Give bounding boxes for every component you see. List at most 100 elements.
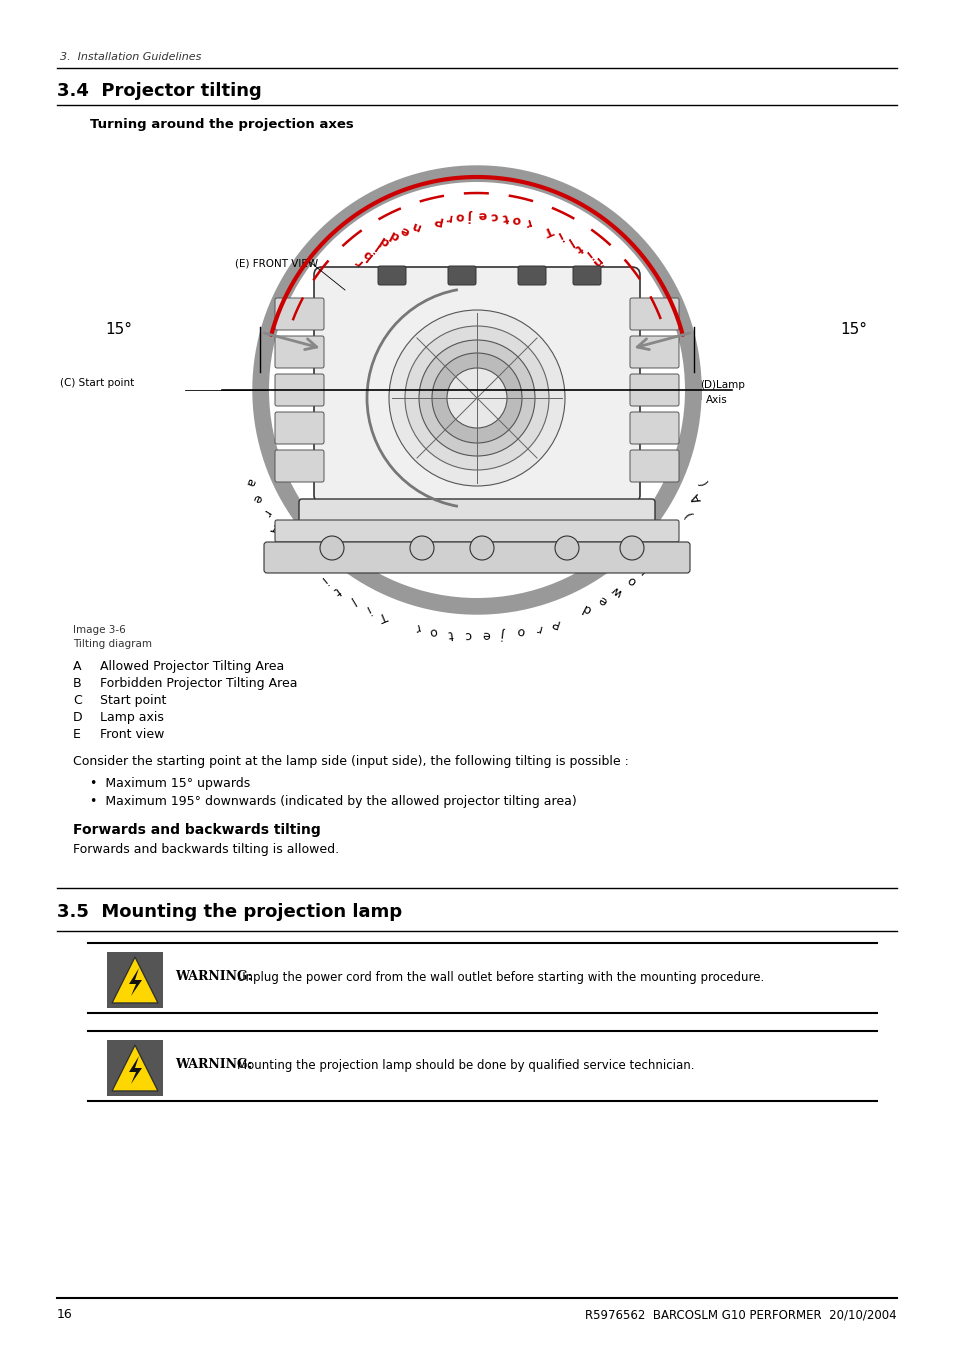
Text: d: d (580, 601, 594, 616)
Text: •  Maximum 15° upwards: • Maximum 15° upwards (90, 777, 250, 790)
Polygon shape (129, 969, 142, 996)
Text: e: e (596, 593, 609, 608)
Circle shape (269, 182, 684, 598)
Text: 3.  Installation Guidelines: 3. Installation Guidelines (60, 51, 201, 62)
Text: e: e (477, 208, 487, 222)
FancyBboxPatch shape (274, 299, 324, 330)
Text: a: a (242, 476, 257, 488)
Text: Tilting diagram: Tilting diagram (73, 639, 152, 648)
Text: 3.4  Projector tilting: 3.4 Projector tilting (57, 82, 261, 100)
Text: A: A (660, 535, 676, 550)
Text: R5976562  BARCOSLM G10 PERFORMER  20/10/2004: R5976562 BARCOSLM G10 PERFORMER 20/10/20… (585, 1308, 896, 1321)
Text: t: t (447, 627, 454, 640)
Text: l: l (639, 562, 650, 574)
Text: (C) Start point: (C) Start point (60, 378, 134, 388)
Text: T: T (541, 223, 555, 238)
FancyBboxPatch shape (274, 450, 324, 482)
Circle shape (389, 309, 564, 486)
Text: e: e (622, 299, 638, 313)
FancyBboxPatch shape (314, 267, 639, 503)
Text: Forwards and backwards tilting: Forwards and backwards tilting (73, 823, 320, 838)
Text: Image 3-6: Image 3-6 (73, 626, 126, 635)
Text: WARNING:: WARNING: (174, 1058, 252, 1071)
Text: Allowed Projector Tilting Area: Allowed Projector Tilting Area (100, 661, 284, 673)
Text: D: D (73, 711, 83, 724)
Text: o: o (342, 262, 357, 277)
Text: g: g (596, 262, 611, 277)
Text: e: e (481, 628, 490, 642)
Text: l: l (346, 593, 355, 607)
FancyBboxPatch shape (298, 499, 655, 527)
Text: t: t (500, 211, 509, 224)
Text: o: o (624, 573, 639, 588)
Text: (E) FRONT VIEW: (E) FRONT VIEW (234, 258, 317, 267)
Text: c: c (489, 209, 497, 223)
Text: 15°: 15° (105, 323, 132, 338)
Text: B: B (315, 299, 331, 313)
FancyBboxPatch shape (274, 412, 324, 444)
Text: r: r (522, 215, 532, 230)
Text: i: i (370, 240, 381, 254)
Polygon shape (129, 1056, 142, 1084)
Text: Consider the starting point at the lamp side (input side), the following tilting: Consider the starting point at the lamp … (73, 755, 628, 767)
Circle shape (555, 536, 578, 561)
FancyBboxPatch shape (448, 266, 476, 285)
Polygon shape (112, 1046, 158, 1092)
Text: Mounting the projection lamp should be done by qualified service technician.: Mounting the projection lamp should be d… (236, 1058, 694, 1071)
Text: Lamp axis: Lamp axis (100, 711, 164, 724)
FancyBboxPatch shape (264, 542, 689, 573)
Text: Forwards and backwards tilting is allowed.: Forwards and backwards tilting is allowe… (73, 843, 338, 857)
Polygon shape (112, 957, 158, 1002)
FancyBboxPatch shape (517, 266, 545, 285)
Text: r: r (352, 254, 365, 269)
Text: o: o (510, 212, 521, 227)
FancyBboxPatch shape (274, 520, 679, 542)
Circle shape (447, 367, 506, 428)
FancyBboxPatch shape (377, 266, 406, 285)
Text: Start point: Start point (100, 694, 166, 707)
Text: o: o (428, 624, 437, 638)
Text: a: a (627, 309, 642, 323)
FancyBboxPatch shape (629, 336, 679, 367)
Text: g: g (289, 549, 304, 563)
Text: r: r (444, 211, 453, 224)
Text: E: E (73, 728, 81, 740)
Text: C: C (73, 694, 82, 707)
Text: e: e (250, 492, 264, 504)
Text: i: i (362, 603, 371, 615)
Text: T: T (376, 608, 388, 624)
Circle shape (410, 536, 434, 561)
Text: (D)Lamp: (D)Lamp (700, 380, 744, 390)
FancyBboxPatch shape (629, 450, 679, 482)
Text: n: n (587, 254, 602, 269)
FancyBboxPatch shape (274, 336, 324, 367)
Text: l: l (563, 234, 573, 247)
Text: r: r (534, 620, 541, 634)
Circle shape (470, 536, 494, 561)
Text: w: w (609, 582, 625, 598)
Text: ): ) (322, 290, 336, 303)
Circle shape (619, 536, 643, 561)
Text: i: i (580, 247, 592, 261)
Text: Axis: Axis (705, 394, 727, 405)
Text: i: i (554, 228, 563, 242)
FancyBboxPatch shape (629, 412, 679, 444)
FancyBboxPatch shape (629, 374, 679, 407)
Text: 16: 16 (57, 1308, 72, 1321)
Text: Turning around the projection axes: Turning around the projection axes (90, 118, 354, 131)
Text: 3.5  Mounting the projection lamp: 3.5 Mounting the projection lamp (57, 902, 402, 921)
Text: o: o (455, 209, 464, 223)
Text: j: j (469, 208, 473, 222)
Text: F: F (335, 270, 350, 285)
Text: c: c (464, 628, 472, 642)
FancyBboxPatch shape (629, 299, 679, 330)
Text: d: d (388, 227, 402, 243)
Text: (: ( (311, 311, 325, 322)
Circle shape (319, 536, 344, 561)
Text: A: A (73, 661, 81, 673)
Text: b: b (359, 246, 374, 262)
Circle shape (405, 326, 548, 470)
Text: t: t (331, 584, 342, 597)
Text: 15°: 15° (840, 323, 866, 338)
Text: d: d (377, 232, 392, 249)
